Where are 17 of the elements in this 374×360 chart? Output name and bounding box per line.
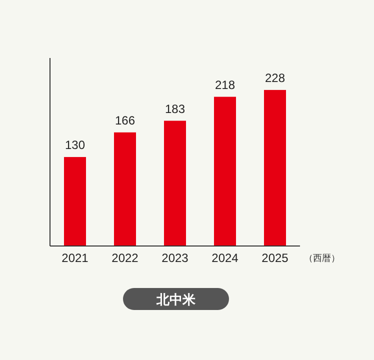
- bar: [264, 90, 286, 246]
- data-label: 166: [114, 113, 136, 128]
- x-tick-label: 2022: [112, 251, 139, 265]
- x-tick-label: 2021: [62, 251, 89, 265]
- data-label: 228: [264, 70, 286, 85]
- x-tick-label: 2023: [162, 251, 189, 265]
- text: 北中米: [156, 292, 196, 307]
- bar: [214, 96, 236, 246]
- bar: [114, 132, 136, 246]
- x-tick-label: 2025: [262, 251, 289, 265]
- bar: [164, 120, 186, 246]
- x-tick-label: 2024: [212, 251, 239, 265]
- data-label: 183: [164, 102, 186, 116]
- data-label: 218: [214, 78, 236, 92]
- x-axis-title: （西暦）: [304, 253, 340, 263]
- data-label: 130: [64, 138, 86, 152]
- bar: [64, 157, 86, 246]
